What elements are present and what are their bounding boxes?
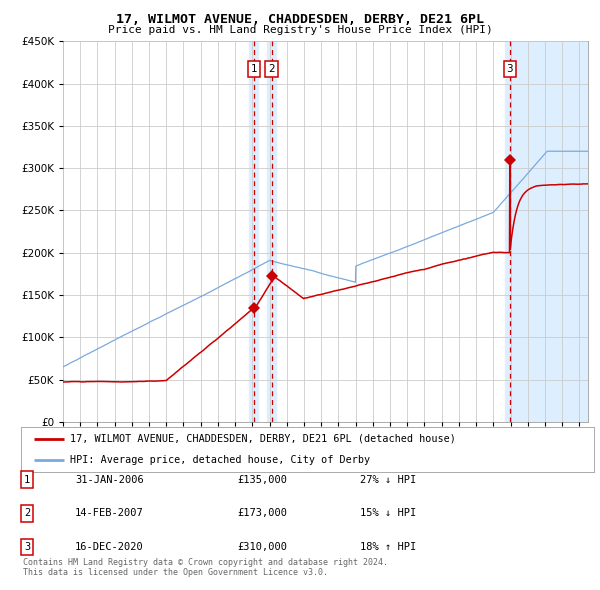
Text: 27% ↓ HPI: 27% ↓ HPI: [360, 475, 416, 484]
Text: 14-FEB-2007: 14-FEB-2007: [75, 509, 144, 518]
Text: 2: 2: [268, 64, 275, 74]
Text: 31-JAN-2006: 31-JAN-2006: [75, 475, 144, 484]
Text: 18% ↑ HPI: 18% ↑ HPI: [360, 542, 416, 552]
Text: 17, WILMOT AVENUE, CHADDESDEN, DERBY, DE21 6PL: 17, WILMOT AVENUE, CHADDESDEN, DERBY, DE…: [116, 13, 484, 26]
Text: 1: 1: [24, 475, 30, 484]
Text: 2: 2: [24, 509, 30, 518]
Text: 1: 1: [250, 64, 257, 74]
Text: 16-DEC-2020: 16-DEC-2020: [75, 542, 144, 552]
Text: 3: 3: [24, 542, 30, 552]
Text: 17, WILMOT AVENUE, CHADDESDEN, DERBY, DE21 6PL (detached house): 17, WILMOT AVENUE, CHADDESDEN, DERBY, DE…: [70, 434, 455, 444]
Bar: [268, 41, 277, 422]
Text: £173,000: £173,000: [237, 509, 287, 518]
Text: Price paid vs. HM Land Registry's House Price Index (HPI): Price paid vs. HM Land Registry's House …: [107, 25, 493, 35]
Text: Contains HM Land Registry data © Crown copyright and database right 2024.
This d: Contains HM Land Registry data © Crown c…: [23, 558, 388, 577]
Bar: [505, 41, 588, 422]
Text: £310,000: £310,000: [237, 542, 287, 552]
Text: HPI: Average price, detached house, City of Derby: HPI: Average price, detached house, City…: [70, 455, 370, 465]
Text: 3: 3: [506, 64, 513, 74]
Text: £135,000: £135,000: [237, 475, 287, 484]
Text: 15% ↓ HPI: 15% ↓ HPI: [360, 509, 416, 518]
Bar: [250, 41, 258, 422]
